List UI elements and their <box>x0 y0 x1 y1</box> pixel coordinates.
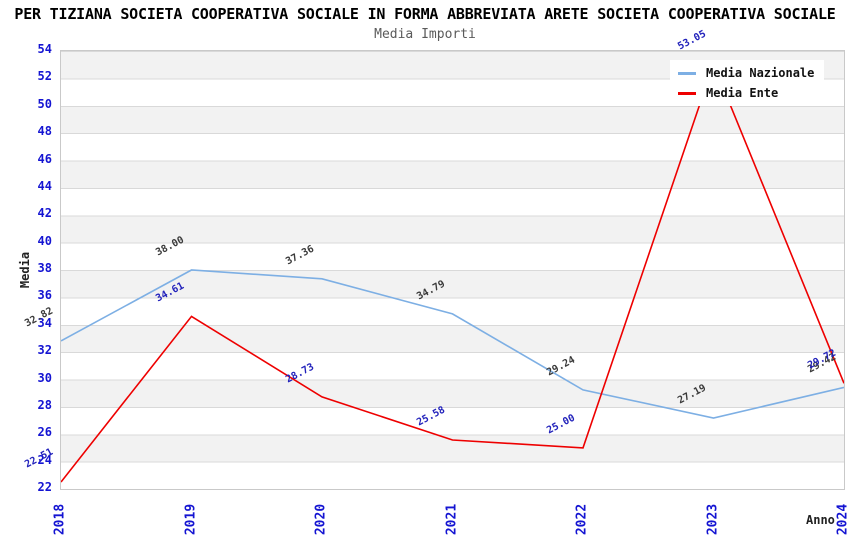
y-tick-label: 38 <box>37 261 52 275</box>
x-tick-label: 2023 <box>705 503 720 536</box>
y-tick-label: 52 <box>37 69 52 84</box>
x-axis-title: Anno <box>806 513 835 527</box>
chart-subtitle: Media Importi <box>374 27 476 42</box>
y-tick-label: 50 <box>37 96 52 111</box>
chart-title: PER TIZIANA SOCIETA COOPERATIVA SOCIALE … <box>14 5 836 23</box>
y-tick-label: 32 <box>37 343 52 358</box>
media-nazionale-line-swatch <box>678 71 696 75</box>
y-tick-label: 28 <box>37 397 52 412</box>
x-tick-label: 2019 <box>183 503 198 536</box>
y-tick-label: 44 <box>37 178 52 193</box>
media-ente-line-swatch <box>678 91 696 95</box>
y-tick-label: 42 <box>37 206 52 221</box>
point-label: 22.51 <box>23 446 55 471</box>
y-tick-label: 34 <box>37 315 52 330</box>
media-ente-line <box>61 61 844 483</box>
media-nazionale-line <box>61 269 844 419</box>
y-tick-label: 22 <box>37 480 52 494</box>
x-tick-label: 2018 <box>52 503 68 536</box>
x-tick-label: 2020 <box>313 503 329 536</box>
y-tick-label: 24 <box>37 452 52 467</box>
x-tick-label: 2021 <box>444 503 459 536</box>
legend-label: Media Nazionale <box>706 66 815 80</box>
y-tick-label: 46 <box>37 151 52 166</box>
plot-area <box>60 50 845 490</box>
y-tick-label: 54 <box>37 42 52 56</box>
legend: Media Nazionale Media Ente <box>670 60 825 106</box>
y-tick-label: 40 <box>37 233 52 248</box>
y-tick-label: 30 <box>37 370 52 385</box>
y-tick-label: 36 <box>37 288 52 303</box>
y-tick-label: 26 <box>37 425 52 440</box>
y-tick-label: 48 <box>37 124 52 139</box>
legend-item-media-nazionale: Media Nazionale <box>678 63 814 83</box>
legend-label: Media Ente <box>706 86 779 100</box>
series-lines <box>61 61 844 483</box>
x-tick-label: 2024 <box>835 503 850 536</box>
legend-item-media-ente: Media Ente <box>678 83 814 103</box>
x-tick-label: 2022 <box>574 503 590 536</box>
